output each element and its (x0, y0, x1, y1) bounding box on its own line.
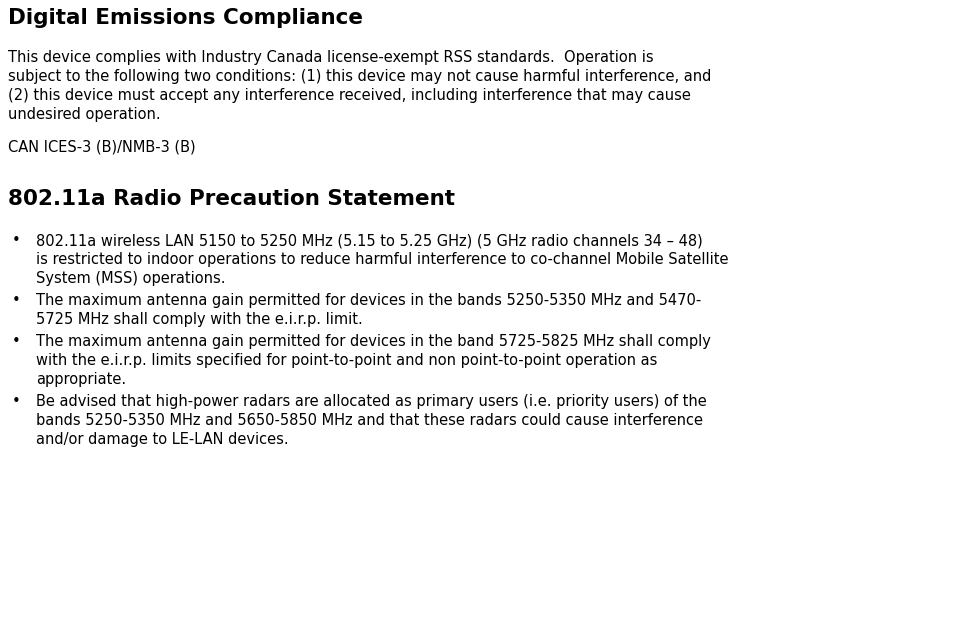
Text: and/or damage to LE-LAN devices.: and/or damage to LE-LAN devices. (36, 432, 288, 447)
Text: CAN ICES-3 (B)/NMB-3 (B): CAN ICES-3 (B)/NMB-3 (B) (8, 140, 195, 155)
Text: The maximum antenna gain permitted for devices in the band 5725-5825 MHz shall c: The maximum antenna gain permitted for d… (36, 334, 711, 349)
Text: •: • (12, 394, 21, 409)
Text: appropriate.: appropriate. (36, 372, 126, 387)
Text: Digital Emissions Compliance: Digital Emissions Compliance (8, 8, 363, 28)
Text: subject to the following two conditions: (1) this device may not cause harmful i: subject to the following two conditions:… (8, 69, 712, 84)
Text: Be advised that high-power radars are allocated as primary users (i.e. priority : Be advised that high-power radars are al… (36, 394, 707, 409)
Text: bands 5250-5350 MHz and 5650-5850 MHz and that these radars could cause interfer: bands 5250-5350 MHz and 5650-5850 MHz an… (36, 413, 703, 428)
Text: 802.11a Radio Precaution Statement: 802.11a Radio Precaution Statement (8, 189, 455, 209)
Text: 802.11a wireless LAN 5150 to 5250 MHz (5.15 to 5.25 GHz) (5 GHz radio channels 3: 802.11a wireless LAN 5150 to 5250 MHz (5… (36, 233, 703, 248)
Text: The maximum antenna gain permitted for devices in the bands 5250-5350 MHz and 54: The maximum antenna gain permitted for d… (36, 293, 701, 308)
Text: with the e.i.r.p. limits specified for point-to-point and non point-to-point ope: with the e.i.r.p. limits specified for p… (36, 353, 657, 368)
Text: is restricted to indoor operations to reduce harmful interference to co-channel : is restricted to indoor operations to re… (36, 252, 728, 267)
Text: undesired operation.: undesired operation. (8, 107, 161, 122)
Text: This device complies with Industry Canada license-exempt RSS standards.  Operati: This device complies with Industry Canad… (8, 50, 653, 65)
Text: 5725 MHz shall comply with the e.i.r.p. limit.: 5725 MHz shall comply with the e.i.r.p. … (36, 312, 363, 327)
Text: •: • (12, 293, 21, 308)
Text: (2) this device must accept any interference received, including interference th: (2) this device must accept any interfer… (8, 88, 691, 103)
Text: System (MSS) operations.: System (MSS) operations. (36, 271, 225, 286)
Text: •: • (12, 233, 21, 248)
Text: •: • (12, 334, 21, 349)
